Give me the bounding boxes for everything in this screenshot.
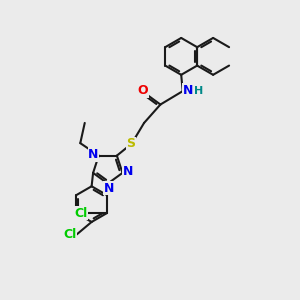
Text: N: N [183,84,193,97]
Text: N: N [123,165,133,178]
Text: N: N [104,182,114,194]
Text: H: H [194,85,203,96]
Text: O: O [137,84,148,98]
Text: Cl: Cl [75,206,88,220]
Text: Cl: Cl [64,228,77,241]
Text: S: S [127,137,136,150]
Text: N: N [88,148,98,161]
